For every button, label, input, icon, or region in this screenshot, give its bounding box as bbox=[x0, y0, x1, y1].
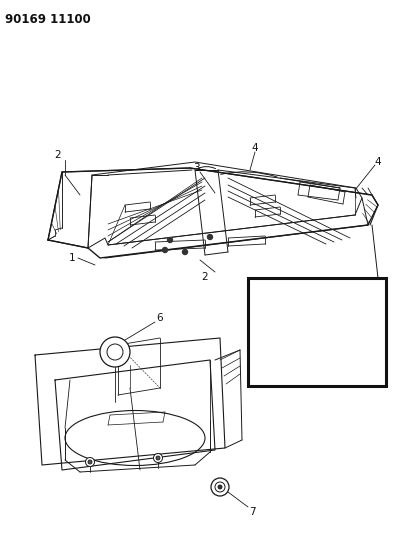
Circle shape bbox=[85, 457, 95, 466]
Circle shape bbox=[215, 482, 225, 492]
Circle shape bbox=[156, 456, 160, 460]
Circle shape bbox=[167, 238, 173, 243]
Circle shape bbox=[218, 485, 222, 489]
Text: 3: 3 bbox=[193, 163, 199, 173]
Circle shape bbox=[162, 247, 167, 253]
Circle shape bbox=[182, 249, 188, 254]
Circle shape bbox=[88, 460, 92, 464]
Text: 4: 4 bbox=[252, 143, 258, 153]
Text: 2: 2 bbox=[202, 272, 208, 282]
Circle shape bbox=[211, 478, 229, 496]
Circle shape bbox=[154, 454, 162, 463]
Circle shape bbox=[100, 337, 130, 367]
Text: 2: 2 bbox=[55, 150, 61, 160]
Text: 7: 7 bbox=[249, 507, 255, 517]
Circle shape bbox=[208, 235, 212, 239]
Text: 90169 11100: 90169 11100 bbox=[5, 13, 91, 26]
Circle shape bbox=[107, 344, 123, 360]
Bar bbox=[248, 278, 386, 386]
Text: 6: 6 bbox=[157, 313, 163, 323]
Text: 1: 1 bbox=[69, 253, 75, 263]
Text: 4: 4 bbox=[375, 157, 381, 167]
Text: 5: 5 bbox=[252, 373, 258, 383]
